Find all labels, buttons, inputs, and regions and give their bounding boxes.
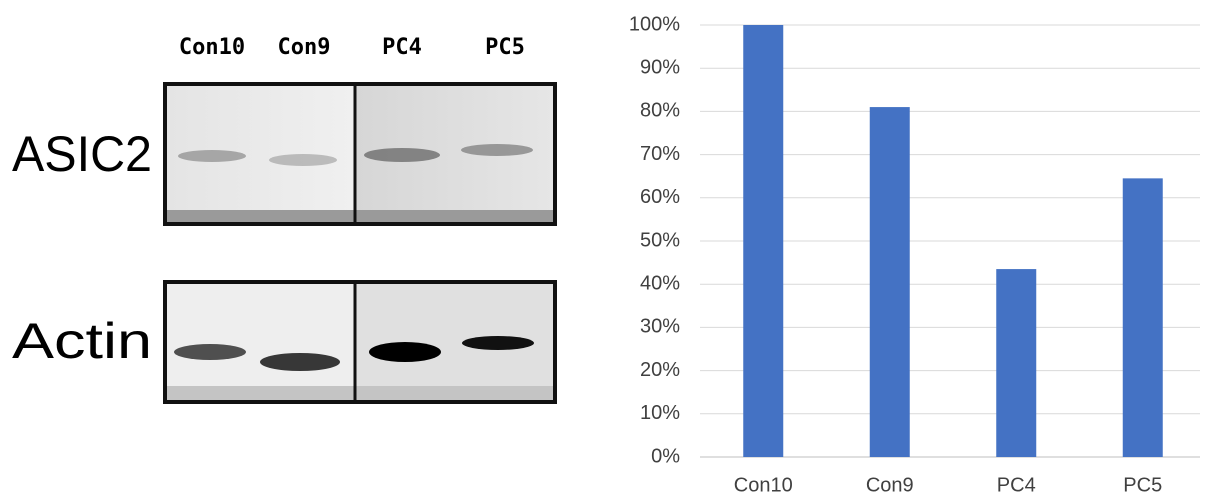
y-tick-label: 10% [640,402,680,424]
blot-edge [165,386,555,400]
y-tick-label: 40% [640,272,680,294]
blot-edge [165,210,555,222]
x-tick-label: PC5 [1123,474,1162,496]
y-tick-label: 80% [640,100,680,122]
row-label: Actin [12,313,152,369]
x-tick-label: Con9 [866,474,914,496]
row-label: ASIC2 [12,126,152,182]
western-blot: Con10 Con9 PC4 PC5 ASIC2 Actin [12,35,555,402]
y-tick-label: 90% [640,56,680,78]
band [260,353,340,371]
band [174,344,246,360]
y-tick-label: 60% [640,186,680,208]
band [178,150,246,162]
y-tick-label: 50% [640,229,680,251]
figure: Con10 Con9 PC4 PC5 ASIC2 Actin 0% 10% 20% 3… [0,0,1206,502]
y-tick-label: 0% [651,445,680,467]
x-tick-label: PC4 [997,474,1036,496]
lane-label: PC4 [382,35,422,60]
lane-label: Con10 [179,35,245,60]
band [269,154,337,166]
lane-label: PC5 [485,35,525,60]
y-tick-label: 100% [629,13,680,35]
bar [870,107,910,457]
blot-panel [165,282,355,402]
y-tick-label: 30% [640,316,680,338]
bar [1123,178,1163,457]
x-tick-label: Con10 [734,474,793,496]
bar-chart: 0% 10% 20% 30% 40% 50% 60% 70% 80% 90% 100% Con10 Co… [629,13,1200,496]
y-tick-label: 70% [640,143,680,165]
band [364,148,440,162]
band [462,336,534,350]
bar [743,25,783,457]
bar [996,269,1036,457]
lane-label: Con9 [278,35,331,60]
band [461,144,533,156]
y-tick-label: 20% [640,359,680,381]
band [369,342,441,362]
